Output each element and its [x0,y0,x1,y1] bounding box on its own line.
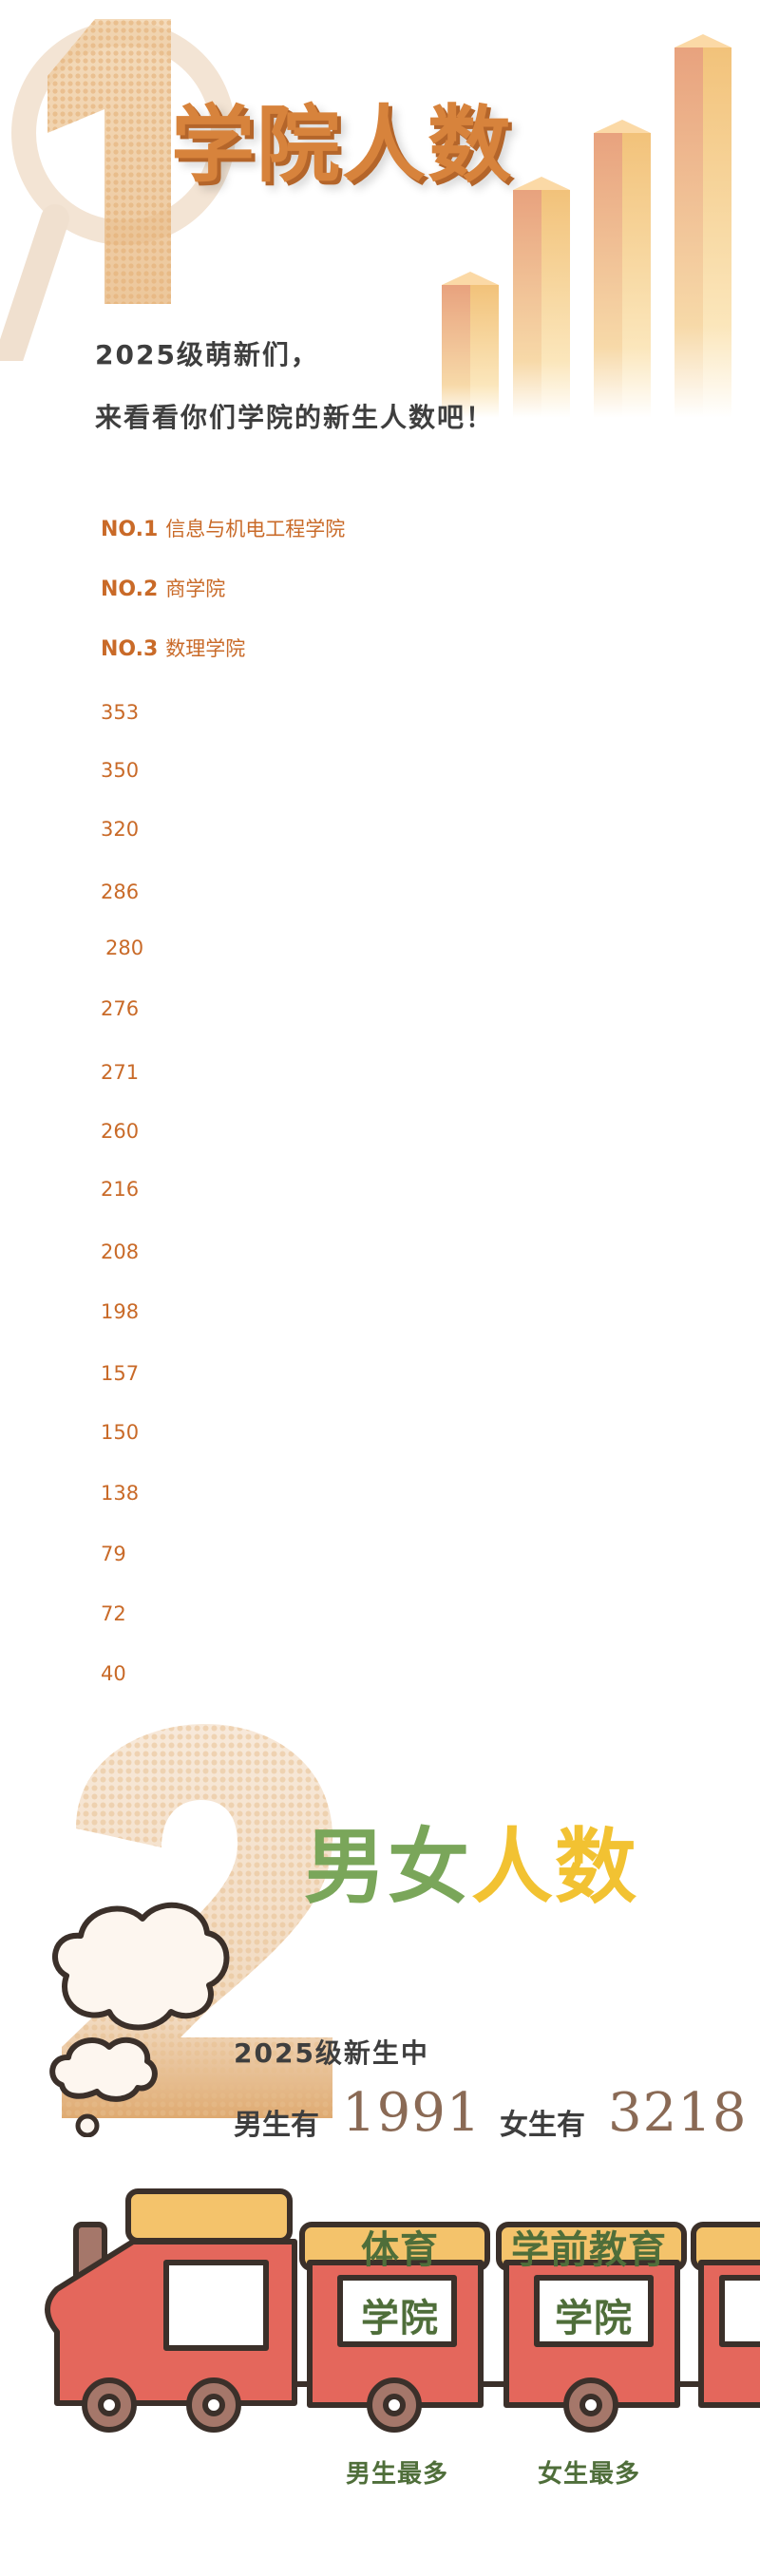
male-label: 男生有 [234,2109,319,2142]
college-name: 数理学院 [165,637,246,660]
count-value: 260 [101,1120,140,1143]
female-label: 女生有 [500,2109,585,2142]
car2-bottom-label: 学院 [555,2297,633,2340]
count-value: 320 [101,818,140,841]
male-most-label: 男生最多 [346,2460,449,2489]
count-value: 208 [101,1241,140,1263]
rank-label: NO.3 [101,637,159,661]
rank-item-3: NO.3 数理学院 [101,634,245,662]
train-illustration [45,2188,760,2433]
count-value: 276 [101,997,140,1020]
male-count: 1991 [342,2082,482,2144]
count-value: 198 [101,1300,140,1323]
rank-label: NO.1 [101,518,159,541]
count-value: 350 [101,759,140,782]
rank-label: NO.2 [101,578,159,601]
count-value: 40 [101,1662,126,1685]
college-name: 商学院 [165,578,226,600]
college-name: 信息与机电工程学院 [165,518,346,540]
count-value: 157 [101,1362,140,1385]
bar-chart-decoration [442,34,732,418]
car2-top-label: 学前教育 [511,2228,667,2272]
rank-item-2: NO.2 商学院 [101,574,225,602]
count-value: 138 [101,1482,140,1505]
car1-bottom-label: 学院 [361,2297,439,2340]
count-value: 353 [101,701,140,724]
cloud-decoration [49,1902,230,2137]
section-title: 男女人数 [304,1800,638,1919]
caption: 2025级新生中 [234,2037,429,2069]
female-most-label: 女生最多 [538,2460,641,2489]
greeting-line-1: 2025级萌新们， [95,339,319,370]
count-value: 79 [101,1543,126,1565]
greeting-line-2: 来看看你们学院的新生人数吧！ [95,402,495,433]
page-title: 学院人数 [171,96,514,194]
count-value: 286 [101,881,140,903]
rank-item-1: NO.1 信息与机电工程学院 [101,514,345,542]
count-value: 150 [101,1421,140,1444]
female-count: 3218 [608,2082,748,2144]
count-value: 271 [101,1061,140,1084]
title-count: 人数 [471,1820,638,1915]
count-value: 280 [105,937,144,959]
car1-top-label: 体育 [361,2228,439,2272]
count-value: 72 [101,1602,126,1625]
count-value: 216 [101,1178,140,1201]
section-number-one [48,19,171,304]
title-male-female: 男女 [304,1820,471,1915]
